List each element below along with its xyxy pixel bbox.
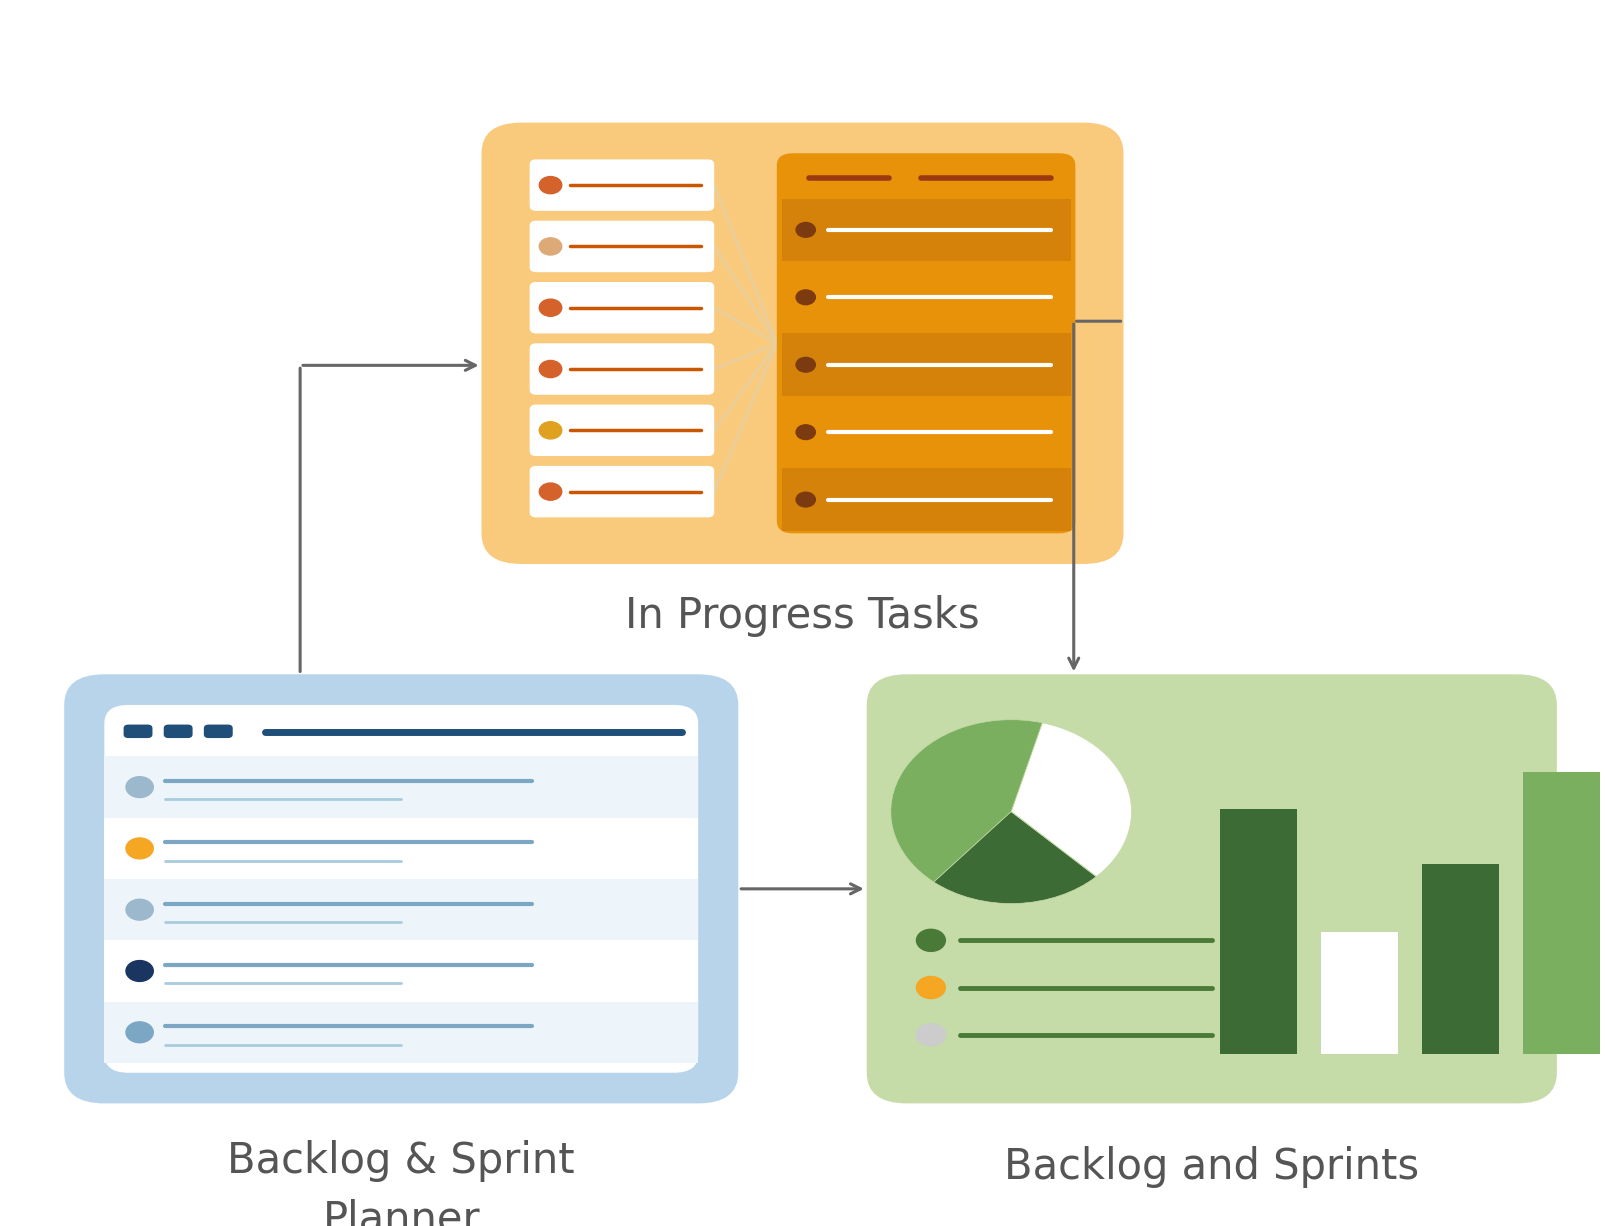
Circle shape <box>796 425 815 440</box>
FancyBboxPatch shape <box>64 674 738 1103</box>
Circle shape <box>539 360 562 378</box>
FancyBboxPatch shape <box>782 401 1071 463</box>
Circle shape <box>125 777 154 797</box>
FancyBboxPatch shape <box>530 405 714 456</box>
FancyBboxPatch shape <box>530 221 714 272</box>
Wedge shape <box>1011 812 1096 877</box>
Circle shape <box>916 1024 945 1046</box>
FancyBboxPatch shape <box>104 1002 698 1063</box>
Circle shape <box>796 358 815 373</box>
FancyBboxPatch shape <box>782 199 1071 261</box>
FancyBboxPatch shape <box>104 879 698 940</box>
Circle shape <box>125 839 154 858</box>
FancyBboxPatch shape <box>782 468 1071 531</box>
Circle shape <box>539 177 562 194</box>
Circle shape <box>125 1022 154 1042</box>
FancyBboxPatch shape <box>530 282 714 333</box>
FancyBboxPatch shape <box>777 153 1075 533</box>
FancyBboxPatch shape <box>104 940 698 1002</box>
Circle shape <box>539 483 562 500</box>
Circle shape <box>916 929 945 951</box>
Text: Backlog and Sprints: Backlog and Sprints <box>1005 1146 1419 1188</box>
Text: In Progress Tasks: In Progress Tasks <box>626 595 979 636</box>
Circle shape <box>796 223 815 238</box>
FancyBboxPatch shape <box>164 725 193 738</box>
FancyBboxPatch shape <box>104 818 698 879</box>
Circle shape <box>125 961 154 981</box>
Circle shape <box>796 492 815 506</box>
FancyBboxPatch shape <box>782 333 1071 396</box>
Circle shape <box>539 238 562 255</box>
FancyBboxPatch shape <box>530 343 714 395</box>
FancyBboxPatch shape <box>1220 809 1297 1054</box>
FancyBboxPatch shape <box>1523 772 1600 1054</box>
FancyBboxPatch shape <box>104 756 698 818</box>
FancyBboxPatch shape <box>1422 864 1499 1054</box>
Circle shape <box>539 422 562 439</box>
FancyBboxPatch shape <box>530 466 714 517</box>
Text: Backlog & Sprint
Planner: Backlog & Sprint Planner <box>228 1140 575 1226</box>
Circle shape <box>916 976 945 998</box>
Wedge shape <box>891 720 1042 881</box>
Wedge shape <box>1011 723 1132 877</box>
FancyBboxPatch shape <box>482 123 1124 564</box>
FancyBboxPatch shape <box>124 725 152 738</box>
Circle shape <box>125 900 154 920</box>
Wedge shape <box>934 812 1096 904</box>
Circle shape <box>796 291 815 305</box>
FancyBboxPatch shape <box>867 674 1557 1103</box>
FancyBboxPatch shape <box>782 266 1071 329</box>
FancyBboxPatch shape <box>530 159 714 211</box>
FancyBboxPatch shape <box>1321 932 1398 1054</box>
FancyBboxPatch shape <box>204 725 233 738</box>
FancyBboxPatch shape <box>104 705 698 1073</box>
Circle shape <box>539 299 562 316</box>
